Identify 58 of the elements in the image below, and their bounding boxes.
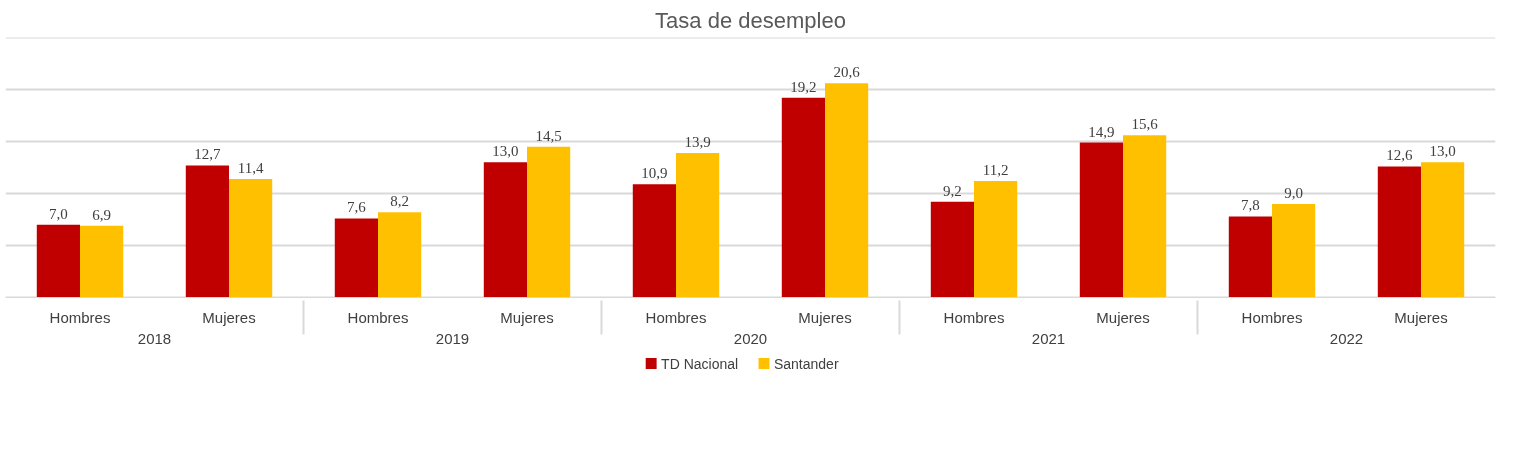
x-tick-label: Mujeres: [1394, 308, 1448, 326]
bar: [483, 162, 527, 298]
text: 2019: [435, 329, 470, 347]
bar: [1079, 142, 1123, 298]
bar: [527, 146, 571, 298]
bar: [1272, 203, 1316, 298]
bar: [1228, 216, 1272, 298]
data-label: 11,4: [237, 159, 264, 176]
x-tick-label: Hombres: [1241, 308, 1303, 326]
bar: [676, 152, 720, 298]
data-label: 6,9: [92, 206, 111, 223]
bar: [334, 218, 378, 298]
x-tick-label: Hombres: [645, 308, 707, 326]
x-tick-label: Hombres: [49, 308, 111, 326]
data-label: 9,2: [943, 182, 962, 199]
data-label: 13,0: [492, 143, 519, 160]
bar: [378, 212, 422, 298]
bar: [80, 225, 124, 298]
x-tick-label: Mujeres: [798, 308, 852, 326]
bar: [185, 165, 229, 298]
data-label: 14,5: [535, 127, 562, 144]
data-label: 8,2: [390, 193, 409, 210]
text: 2020: [733, 329, 768, 347]
chart-title: Tasa de desempleo: [655, 7, 846, 33]
text: 2022: [1329, 329, 1364, 347]
text: 2018: [137, 329, 172, 347]
data-label: 12,6: [1386, 147, 1414, 164]
bar: [632, 184, 676, 298]
data-label: 7,0: [49, 205, 68, 222]
data-label: 12,7: [194, 146, 222, 163]
data-label: 13,9: [684, 133, 711, 150]
bar: [229, 178, 273, 298]
data-label: 15,6: [1131, 116, 1159, 133]
bar: [974, 181, 1018, 298]
data-label: 9,0: [1284, 184, 1303, 201]
x-tick-label: Mujeres: [1096, 308, 1150, 326]
bar: [36, 224, 80, 298]
bar: [825, 83, 869, 298]
x-tick-label: Hombres: [943, 308, 1005, 326]
bar: [930, 201, 974, 298]
bar: [1421, 162, 1465, 298]
text: 2021: [1031, 329, 1066, 347]
legend-label: TD Nacional: [661, 355, 739, 372]
data-label: 10,9: [641, 165, 668, 182]
legend-label: Santander: [773, 355, 839, 372]
data-label: 20,6: [833, 64, 861, 81]
bar: [1377, 166, 1421, 298]
x-tick-label: Mujeres: [500, 308, 554, 326]
x-tick-label: Hombres: [347, 308, 409, 326]
data-label: 19,2: [790, 78, 817, 95]
bar: [1123, 135, 1167, 298]
data-label: 7,6: [347, 199, 367, 216]
data-label: 11,2: [982, 162, 1009, 179]
x-tick-label: Mujeres: [202, 308, 256, 326]
data-label: 14,9: [1088, 123, 1115, 140]
data-label: 7,8: [1241, 197, 1260, 214]
data-label: 13,0: [1429, 143, 1456, 160]
bar: [781, 97, 825, 298]
